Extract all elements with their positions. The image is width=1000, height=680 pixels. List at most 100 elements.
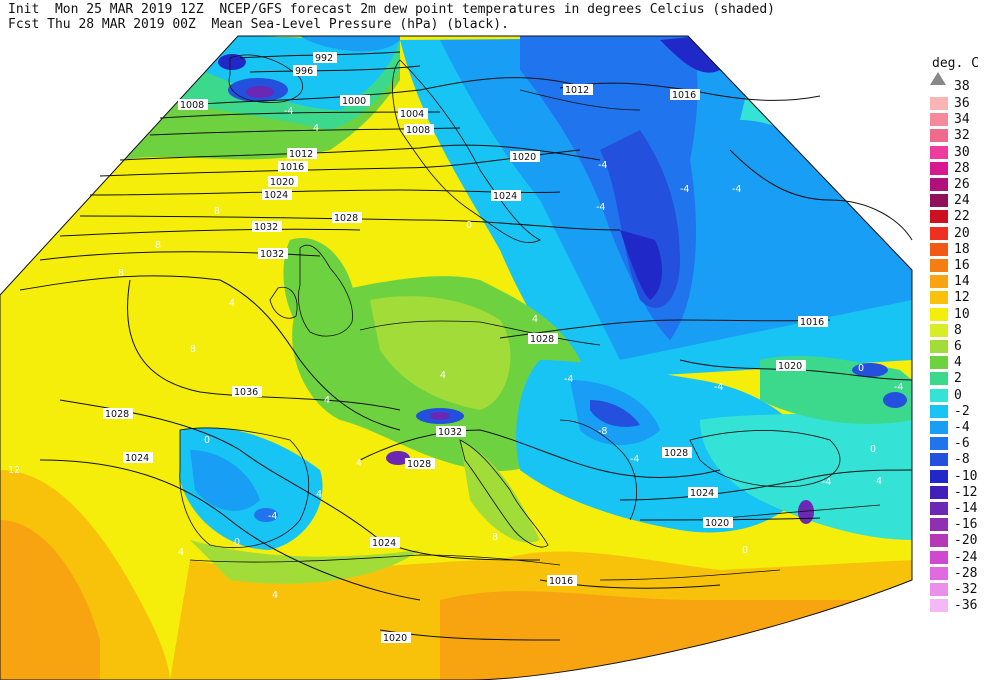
legend-swatch (930, 97, 948, 110)
temperature-labels: -4 4 8 8 8 0 4 4 4 0 -4 -4 -4 -4 -4 -4 4… (8, 106, 903, 601)
legend-swatch (930, 226, 948, 240)
isobar-label: 996 (295, 66, 313, 77)
legend-label: 30 (954, 144, 970, 160)
temp-label: 0 (742, 545, 748, 556)
legend-label: -32 (954, 582, 978, 597)
legend-swatch (930, 323, 948, 337)
legend-label: -16 (954, 517, 978, 533)
isobar-label: 1032 (254, 222, 278, 233)
legend-arrow-icon (930, 72, 946, 85)
temp-label: 4 (313, 123, 319, 134)
legend-swatch (930, 388, 948, 402)
legend-swatch (930, 242, 948, 256)
temp-label: 4 (316, 489, 322, 500)
isobar-label: 1032 (260, 249, 284, 260)
temp-label: -4 (732, 184, 741, 195)
temp-label: -4 (284, 106, 293, 117)
isobar-label: 1012 (289, 149, 313, 160)
legend-label: -2 (954, 403, 970, 419)
temp-label: -4 (680, 184, 689, 195)
legend-swatch (930, 178, 948, 191)
isobar-label: 1020 (512, 152, 536, 163)
legend-swatch (930, 275, 948, 289)
legend-label: -6 (954, 436, 970, 452)
legend-swatch (930, 518, 948, 532)
isobar-label: 1020 (778, 361, 802, 372)
legend-swatch (930, 129, 948, 143)
legend-swatch (930, 550, 948, 564)
legend-swatch (930, 502, 948, 515)
legend-label: 28 (954, 160, 970, 176)
legend-swatch (930, 566, 948, 580)
legend-label: 26 (954, 177, 970, 192)
isobar-label: 1032 (438, 427, 462, 438)
isobar-label: 1020 (383, 633, 407, 644)
legend-label: 0 (954, 387, 962, 403)
legend-swatch (930, 372, 948, 386)
isobar-label: 1028 (664, 448, 688, 459)
legend-top-label: 38 (954, 79, 970, 94)
isobar-label: 1008 (180, 100, 204, 111)
legend-swatch (930, 404, 948, 418)
isobar-label: 1020 (705, 518, 729, 529)
isobar-label: 1020 (270, 177, 294, 188)
legend-swatch (930, 145, 948, 159)
legend-swatch (930, 453, 948, 467)
legend-label: 2 (954, 371, 962, 387)
isobar-label: 1028 (530, 334, 554, 345)
isobar-label: 1016 (549, 576, 573, 587)
temp-label: -4 (564, 374, 573, 385)
legend-swatch (930, 307, 948, 321)
legend-label: 8 (954, 322, 962, 338)
legend-label: 24 (954, 193, 970, 209)
legend-label: 4 (954, 355, 962, 371)
isobar-label: 1004 (400, 109, 424, 120)
isobar-label: 1036 (234, 387, 258, 398)
legend-swatch (930, 259, 948, 272)
isobar-label: 1012 (565, 85, 589, 96)
isobar-label: 1028 (105, 409, 129, 420)
temp-label: 4 (324, 395, 330, 406)
legend-label: 16 (954, 258, 970, 273)
legend-swatch (930, 340, 948, 353)
isobar-labels: 992 996 1000 1004 1008 1008 1012 1016 10… (103, 52, 828, 644)
legend-title: deg. C (932, 56, 979, 71)
legend-label: -20 (954, 533, 978, 549)
temp-label: 8 (118, 268, 124, 279)
legend-swatch (930, 534, 948, 548)
temp-label: -8 (598, 426, 607, 437)
legend-swatch (930, 210, 948, 224)
legend-label: -28 (954, 565, 978, 581)
temp-label: 8 (155, 240, 161, 251)
temp-label: 0 (234, 537, 240, 548)
temp-label: 8 (190, 344, 196, 355)
temp-label: -4 (714, 382, 723, 393)
title-line-2: Fcst Thu 28 MAR 2019 00Z Mean Sea-Level … (8, 17, 509, 32)
isobar-label: 1028 (407, 459, 431, 470)
legend-label: -12 (954, 484, 978, 500)
coastlines (179, 54, 881, 581)
temp-label: 4 (178, 547, 184, 558)
temp-label: 8 (492, 532, 498, 543)
legend-label: -24 (954, 549, 978, 565)
legend-label: -36 (954, 598, 978, 614)
temp-label: -4 (894, 382, 903, 393)
isobar-label: 1024 (493, 191, 517, 202)
legend-label: 10 (954, 306, 970, 322)
temp-label: 4 (356, 458, 362, 469)
legend-label: -10 (954, 468, 978, 484)
legend-label: 34 (954, 112, 970, 128)
temp-label: -4 (268, 511, 277, 522)
legend-label: 22 (954, 209, 970, 225)
temp-label: 12 (8, 465, 20, 476)
isobar-label: 1024 (690, 488, 714, 499)
temp-label: 4 (440, 370, 446, 381)
legend-label: 32 (954, 128, 970, 144)
legend-swatch (930, 421, 948, 434)
legend-swatch (930, 583, 948, 596)
legend-label: -8 (954, 452, 970, 468)
temp-label: 4 (876, 476, 882, 487)
legend-label: -14 (954, 501, 978, 516)
isobar-label: 1024 (264, 190, 288, 201)
